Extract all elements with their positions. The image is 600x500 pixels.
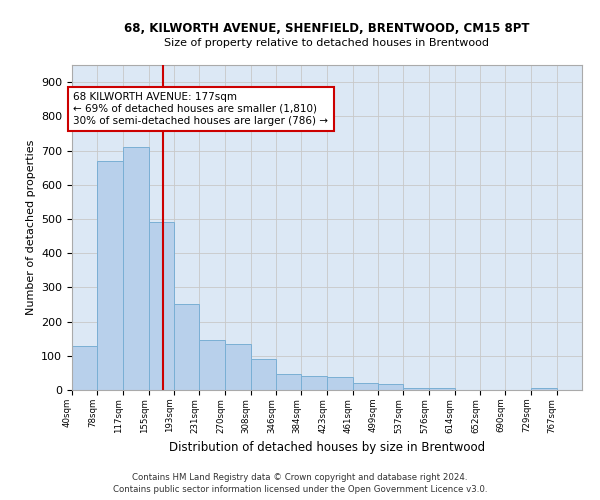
- Text: 68 KILWORTH AVENUE: 177sqm
← 69% of detached houses are smaller (1,810)
30% of s: 68 KILWORTH AVENUE: 177sqm ← 69% of deta…: [73, 92, 328, 126]
- Bar: [403, 388, 430, 390]
- Bar: [226, 344, 251, 390]
- Bar: [301, 376, 328, 390]
- Bar: [199, 340, 226, 390]
- Bar: [353, 383, 378, 390]
- Bar: [328, 377, 353, 390]
- Bar: [532, 388, 557, 390]
- Text: Contains public sector information licensed under the Open Government Licence v3: Contains public sector information licen…: [113, 485, 487, 494]
- Y-axis label: Number of detached properties: Number of detached properties: [26, 140, 35, 315]
- Text: Size of property relative to detached houses in Brentwood: Size of property relative to detached ho…: [164, 38, 490, 48]
- Bar: [430, 388, 455, 390]
- Bar: [124, 147, 149, 390]
- Bar: [378, 384, 403, 390]
- Bar: [174, 304, 199, 390]
- Text: 68, KILWORTH AVENUE, SHENFIELD, BRENTWOOD, CM15 8PT: 68, KILWORTH AVENUE, SHENFIELD, BRENTWOO…: [124, 22, 530, 36]
- Bar: [72, 346, 97, 390]
- Text: Contains HM Land Registry data © Crown copyright and database right 2024.: Contains HM Land Registry data © Crown c…: [132, 472, 468, 482]
- Bar: [251, 359, 276, 390]
- Bar: [97, 161, 124, 390]
- X-axis label: Distribution of detached houses by size in Brentwood: Distribution of detached houses by size …: [169, 441, 485, 454]
- Bar: [149, 222, 174, 390]
- Bar: [276, 374, 301, 390]
